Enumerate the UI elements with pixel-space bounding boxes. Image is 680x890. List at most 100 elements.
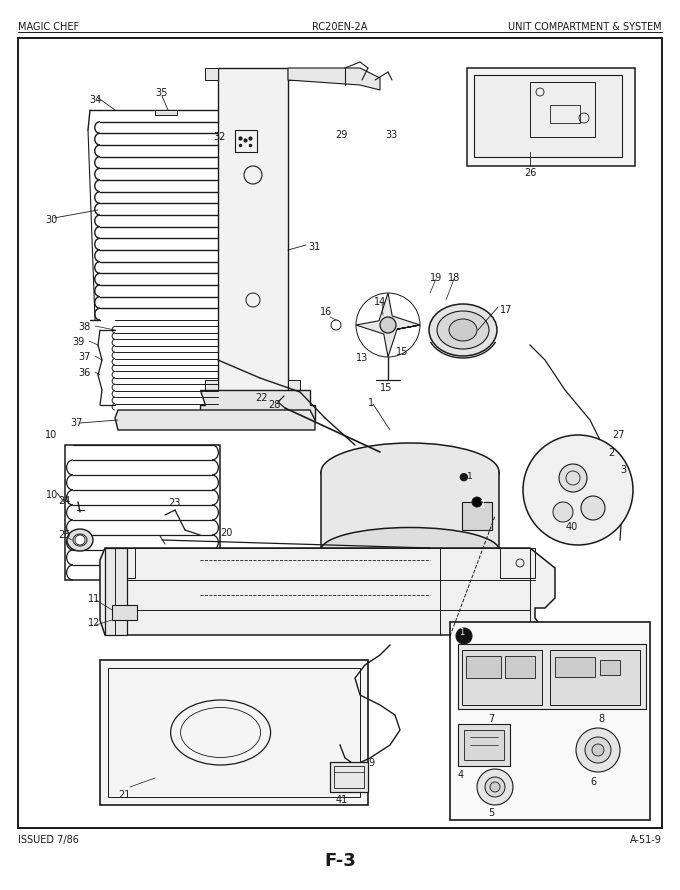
Bar (235, 130, 257, 152)
Circle shape (477, 769, 513, 805)
Bar (467, 68, 635, 166)
Text: 10: 10 (46, 490, 58, 500)
Text: 9: 9 (368, 758, 374, 768)
Bar (462, 502, 492, 530)
Text: 20: 20 (220, 528, 233, 538)
Text: 11: 11 (88, 594, 100, 604)
Bar (466, 656, 501, 678)
Text: 41: 41 (336, 795, 348, 805)
Text: 24: 24 (58, 496, 70, 506)
Bar (530, 82, 595, 137)
Text: 26: 26 (524, 168, 537, 178)
Text: UNIT COMPARTMENT & SYSTEM: UNIT COMPARTMENT & SYSTEM (509, 22, 662, 32)
Bar (305, 564, 530, 579)
Text: 32: 32 (213, 132, 225, 142)
Bar (500, 548, 535, 578)
Bar (65, 445, 220, 580)
Polygon shape (200, 390, 315, 420)
Ellipse shape (321, 528, 499, 572)
Text: 39: 39 (72, 337, 84, 347)
Ellipse shape (67, 529, 93, 551)
Text: 29: 29 (335, 130, 347, 140)
Text: 8: 8 (598, 714, 604, 724)
Polygon shape (288, 68, 300, 80)
Bar (105, 548, 135, 578)
Text: 38: 38 (78, 322, 90, 332)
Polygon shape (205, 380, 218, 395)
Circle shape (592, 744, 604, 756)
Text: 37: 37 (78, 352, 90, 362)
Bar (155, 110, 177, 115)
Text: RC20EN-2A: RC20EN-2A (312, 22, 368, 32)
Text: 19: 19 (430, 273, 442, 283)
Text: 1: 1 (460, 627, 464, 636)
Text: 27: 27 (612, 430, 624, 440)
Text: MAGIC CHEF: MAGIC CHEF (18, 22, 79, 32)
Text: 18: 18 (448, 273, 460, 283)
Text: 12: 12 (88, 618, 101, 628)
Bar (474, 75, 622, 157)
Text: ●: ● (458, 472, 468, 482)
Circle shape (576, 728, 620, 772)
Ellipse shape (449, 319, 477, 341)
Bar (458, 644, 646, 709)
Circle shape (523, 435, 633, 545)
Circle shape (553, 502, 573, 522)
Circle shape (456, 628, 472, 644)
Bar (462, 650, 542, 705)
Text: 22: 22 (255, 393, 267, 403)
Bar (450, 622, 650, 820)
Text: 30: 30 (45, 215, 57, 225)
Text: 1: 1 (480, 500, 486, 510)
Text: 35: 35 (155, 88, 167, 98)
Text: 2: 2 (608, 448, 614, 458)
Circle shape (472, 497, 482, 507)
Text: 34: 34 (89, 95, 101, 105)
Bar (105, 548, 127, 635)
Polygon shape (115, 410, 315, 430)
Bar (112, 605, 137, 620)
Text: 23: 23 (168, 498, 180, 508)
Text: A-51-9: A-51-9 (630, 835, 662, 845)
Circle shape (585, 737, 611, 763)
Text: 4: 4 (458, 770, 464, 780)
Bar (334, 766, 364, 788)
Text: ISSUED 7/86: ISSUED 7/86 (18, 835, 79, 845)
Bar (464, 730, 504, 760)
Text: F-3: F-3 (324, 852, 356, 870)
Bar (458, 724, 510, 766)
Text: 25: 25 (58, 530, 71, 540)
Text: 5: 5 (488, 808, 494, 818)
Text: 36: 36 (78, 368, 90, 378)
Bar (108, 668, 360, 797)
Text: 6: 6 (590, 777, 596, 787)
Text: 31: 31 (308, 242, 320, 252)
Polygon shape (100, 548, 555, 635)
Circle shape (581, 496, 605, 520)
Bar (555, 657, 595, 677)
Text: 14: 14 (374, 297, 386, 307)
Text: 33: 33 (385, 130, 397, 140)
Bar (550, 105, 580, 123)
Polygon shape (288, 380, 300, 395)
Ellipse shape (321, 443, 499, 501)
Bar (321, 472, 499, 550)
Circle shape (380, 317, 396, 333)
Text: 1: 1 (368, 398, 374, 408)
Text: 1: 1 (467, 472, 473, 481)
Text: 7: 7 (488, 714, 494, 724)
Text: 17: 17 (500, 305, 512, 315)
Ellipse shape (437, 311, 489, 349)
Text: 3: 3 (620, 465, 626, 475)
Polygon shape (356, 293, 420, 357)
Bar (218, 68, 288, 398)
Ellipse shape (429, 304, 497, 356)
Circle shape (490, 782, 500, 792)
Text: 16: 16 (320, 307, 333, 317)
Text: 28: 28 (268, 400, 280, 410)
Bar (100, 660, 368, 805)
Circle shape (75, 535, 85, 545)
Text: 40: 40 (566, 522, 578, 532)
Text: 15: 15 (396, 347, 409, 357)
Text: 13: 13 (356, 353, 369, 363)
